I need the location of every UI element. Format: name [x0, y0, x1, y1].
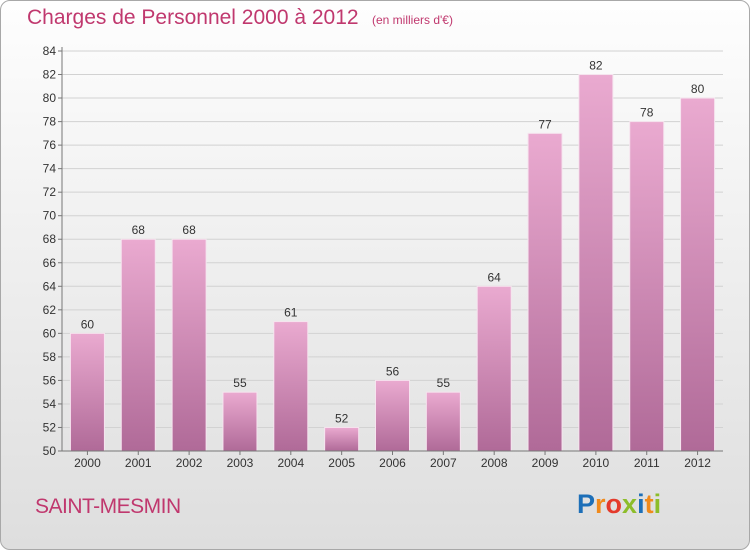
bar	[578, 74, 614, 452]
y-tick-label: 80	[43, 91, 57, 105]
bar	[222, 391, 258, 452]
bar-value-label: 60	[81, 317, 95, 331]
x-tick-label: 2003	[227, 456, 254, 470]
place-name: SAINT-MESMIN	[35, 495, 181, 518]
logo-letter: o	[605, 489, 623, 519]
y-tick-label: 82	[43, 68, 57, 82]
y-tick-label: 70	[43, 209, 57, 223]
proxiti-logo[interactable]: Proxiti	[577, 489, 661, 520]
bar	[375, 379, 410, 452]
bar	[120, 238, 156, 452]
bar-value-label: 52	[335, 411, 349, 425]
logo-letter: r	[595, 489, 606, 519]
bar	[527, 132, 563, 452]
axes: 50 52 54 56 58 60 62 64 66 68 70 72 74 76 78 80 82 84 2000…	[43, 44, 723, 470]
y-tick-label: 54	[43, 397, 57, 411]
bar-value-label: 78	[640, 106, 654, 120]
bar-value-label: 80	[691, 82, 705, 96]
y-tick-label: 58	[43, 350, 57, 364]
bar	[476, 285, 512, 452]
logo-letter: P	[577, 489, 596, 519]
bar-value-label: 61	[284, 306, 298, 320]
x-tick-label: 2006	[379, 456, 406, 470]
bar	[324, 426, 360, 452]
bar-value-label: 68	[132, 223, 146, 237]
y-tick-label: 78	[43, 115, 57, 129]
bar	[680, 97, 716, 452]
bar-value-label: 56	[386, 364, 400, 378]
logo-letter: i	[653, 489, 662, 519]
x-tick-label: 2009	[532, 456, 559, 470]
x-tick-label: 2012	[684, 456, 711, 470]
bar	[273, 321, 309, 452]
y-tick-label: 52	[43, 420, 57, 434]
bar-value-label: 55	[437, 376, 451, 390]
y-tick-label: 56	[43, 373, 57, 387]
x-tick-label: 2011	[634, 456, 660, 470]
bar	[425, 391, 461, 452]
x-tick-label: 2005	[328, 456, 355, 470]
chart-subtitle: (en milliers d'€)	[372, 13, 453, 27]
y-tick-label: 68	[43, 232, 57, 246]
y-tick-label: 50	[43, 444, 57, 458]
logo-letter: t	[644, 489, 654, 519]
y-tick-label: 72	[43, 185, 57, 199]
bar	[69, 332, 105, 452]
x-tick-label: 2007	[430, 456, 457, 470]
bar-value-label: 68	[182, 223, 196, 237]
y-tick-label: 62	[43, 303, 57, 317]
y-tick-label: 74	[43, 162, 57, 176]
bar-value-label: 64	[488, 270, 502, 284]
logo-letter: i	[637, 489, 645, 519]
bar-value-label: 55	[233, 376, 247, 390]
bar	[171, 238, 207, 452]
bars: 60 68 68 55 61 52 56 55 64 77 82 78 80	[69, 59, 716, 452]
y-tick-label: 76	[43, 138, 57, 152]
bar-value-label: 77	[538, 117, 552, 131]
x-tick-label: 2010	[583, 456, 610, 470]
chart-title: Charges de Personnel 2000 à 2012	[27, 6, 359, 29]
bar-value-label: 82	[589, 59, 603, 73]
y-tick-label: 60	[43, 326, 57, 340]
x-tick-label: 2002	[176, 456, 203, 470]
y-tick-label: 84	[43, 44, 57, 58]
x-tick-label: 2001	[125, 456, 152, 470]
logo-letter: x	[622, 489, 638, 519]
x-tick-label: 2000	[74, 456, 101, 470]
y-tick-label: 66	[43, 256, 57, 270]
bar	[629, 121, 665, 452]
x-tick-label: 2004	[277, 456, 304, 470]
y-tick-label: 64	[43, 279, 57, 293]
x-tick-label: 2008	[481, 456, 508, 470]
